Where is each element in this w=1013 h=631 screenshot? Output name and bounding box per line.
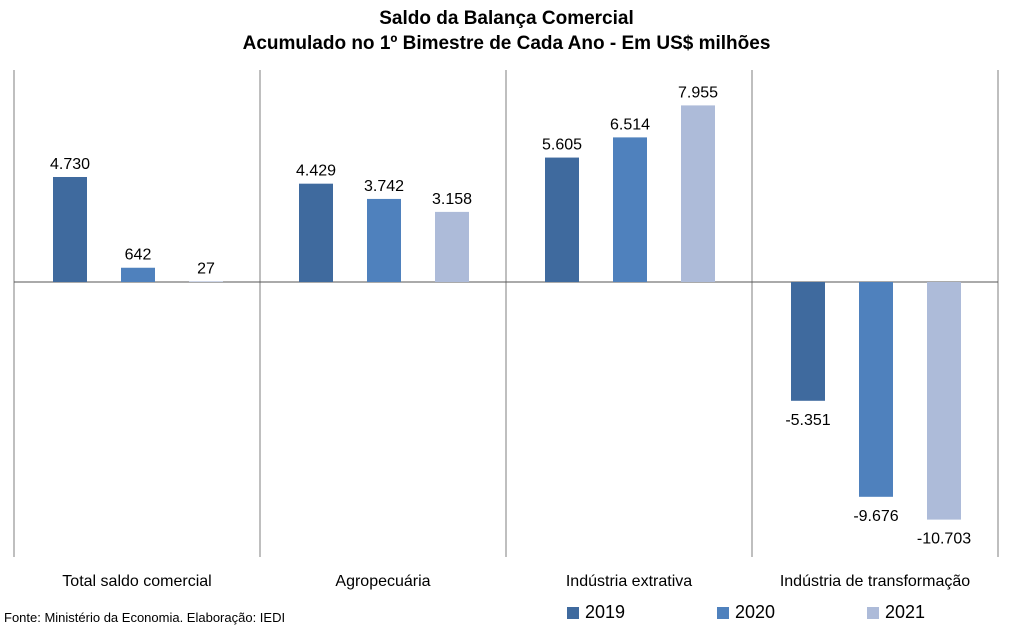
bars-group	[53, 105, 961, 520]
category-label: Total saldo comercial	[62, 573, 211, 590]
chart-subtitle: Acumulado no 1º Bimestre de Cada Ano - E…	[242, 33, 771, 54]
data-label: 4.429	[296, 163, 336, 180]
data-label: 6.514	[610, 116, 650, 133]
data-label: 3.742	[364, 178, 404, 195]
legend: 2019 2020 2021	[567, 602, 1013, 623]
bar-2019-3	[791, 282, 825, 401]
chart-title-line1: Saldo da Balança Comercial	[379, 8, 634, 29]
legend-item-2021: 2021	[867, 602, 1013, 623]
data-label: 5.605	[542, 137, 582, 154]
bar-2021-0	[189, 281, 223, 282]
bar-2021-2	[681, 105, 715, 282]
legend-item-2019: 2019	[567, 602, 717, 623]
bar-2020-1	[367, 198, 401, 282]
data-label: 27	[197, 260, 215, 277]
legend-swatch	[567, 606, 579, 619]
category-labels-group: Total saldo comercial Agropecuária Indústr…	[62, 573, 970, 590]
bar-2021-3	[927, 282, 961, 520]
legend-item-2020: 2020	[717, 602, 867, 623]
category-label: Indústria extrativa	[566, 573, 692, 590]
data-label: -9.676	[853, 508, 898, 525]
bar-2019-2	[545, 157, 579, 282]
legend-label: 2019	[585, 602, 626, 622]
category-label: Indústria de transformação	[780, 573, 970, 590]
bar-2020-3	[859, 282, 893, 497]
data-label: -5.351	[785, 412, 830, 429]
legend-swatch	[717, 606, 729, 619]
bar-2019-0	[53, 176, 87, 282]
data-label: 4.730	[50, 156, 90, 173]
bar-2021-1	[435, 211, 469, 282]
legend-swatch	[867, 606, 879, 619]
bar-2019-1	[299, 183, 333, 282]
bar-2020-2	[613, 137, 647, 282]
category-label: Agropecuária	[335, 573, 430, 590]
data-label: 642	[125, 247, 152, 264]
source-note: Fonte: Ministério da Economia. Elaboraçã…	[4, 610, 286, 625]
data-labels-group: 4.730 642 27 4.429 3.742 3.158 5.605 6.514 7.955…	[50, 84, 971, 547]
data-label: 3.158	[432, 191, 472, 208]
legend-label: 2021	[885, 602, 926, 622]
plot-frame	[13, 70, 999, 557]
bar-2020-0	[121, 267, 155, 282]
data-label: -10.703	[917, 531, 971, 548]
legend-label: 2020	[735, 602, 776, 622]
data-label: 7.955	[678, 84, 718, 101]
chart-title: Saldo da Balança Comercial Acumulado no …	[0, 6, 1013, 56]
